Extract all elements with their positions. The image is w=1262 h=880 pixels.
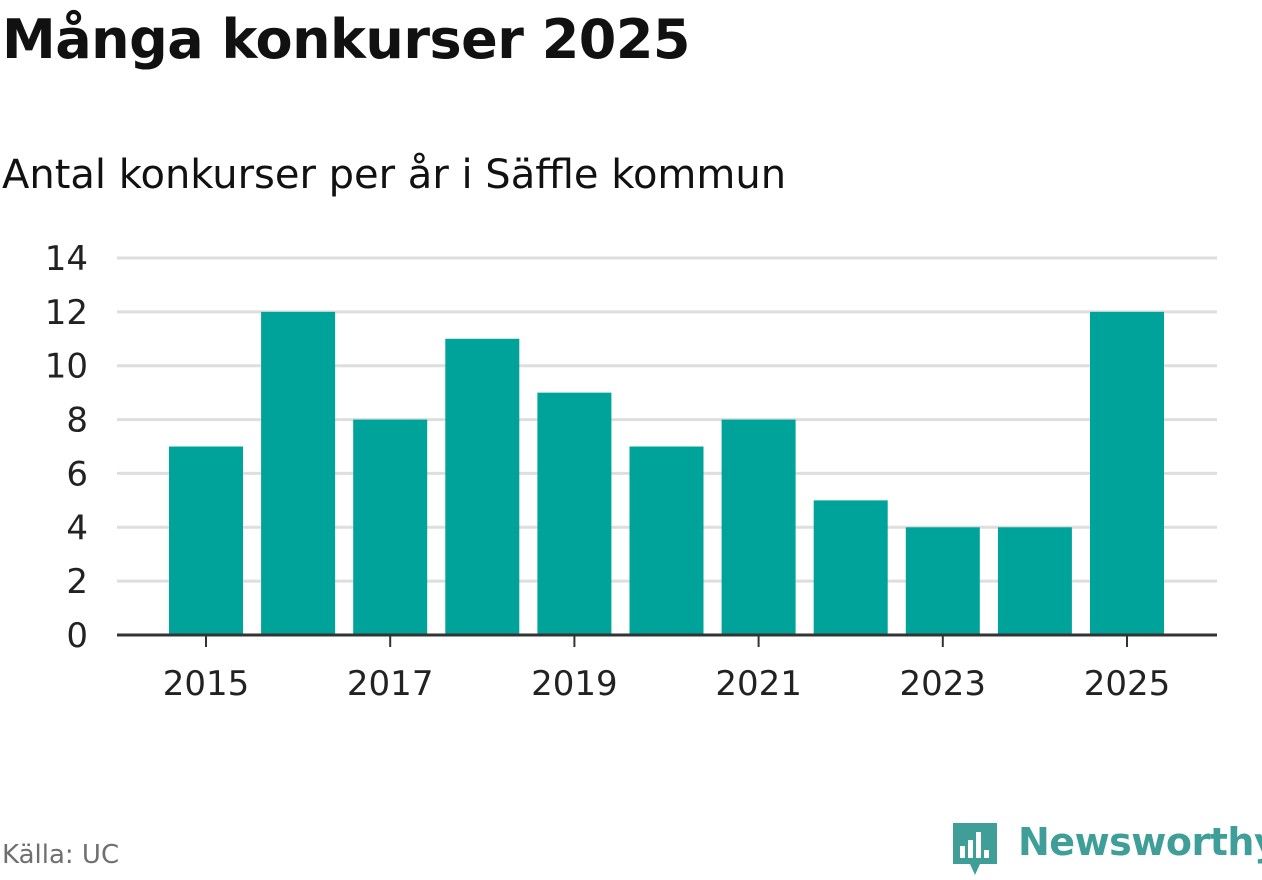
x-tick-label: 2021 bbox=[715, 664, 802, 704]
y-tick-label: 0 bbox=[66, 616, 88, 656]
brand-name: Newsworthy bbox=[1018, 820, 1262, 864]
x-tick-label: 2015 bbox=[163, 664, 250, 704]
bar-2019 bbox=[537, 392, 612, 635]
chart-subtitle: Antal konkurser per år i Säffle kommun bbox=[2, 152, 787, 198]
x-tick-label: 2019 bbox=[531, 664, 618, 704]
y-tick-label: 12 bbox=[45, 293, 88, 333]
bar-2025 bbox=[1090, 311, 1164, 635]
x-tick-label: 2023 bbox=[900, 664, 987, 704]
y-tick-label: 14 bbox=[45, 239, 88, 279]
bar-2024 bbox=[997, 527, 1072, 635]
bar-2021 bbox=[721, 419, 796, 635]
x-axis-ticks: 2015 2017 2019 2021 2023 2025 bbox=[163, 635, 1171, 704]
bar-2020 bbox=[629, 446, 704, 635]
bar-2022 bbox=[813, 500, 888, 635]
bar-2016 bbox=[261, 311, 336, 635]
x-tick-label: 2025 bbox=[1084, 664, 1171, 704]
y-tick-label: 10 bbox=[45, 347, 88, 387]
y-axis-ticks: 0 2 4 6 8 10 12 14 bbox=[45, 239, 88, 656]
bar-2015 bbox=[169, 446, 243, 635]
x-tick-label: 2017 bbox=[347, 664, 434, 704]
source-note: Källa: UC bbox=[2, 840, 120, 870]
bars bbox=[169, 311, 1164, 635]
bar-chart-speech-bubble-icon bbox=[953, 823, 997, 875]
chart-title: Många konkurser 2025 bbox=[2, 8, 691, 71]
y-tick-label: 2 bbox=[66, 562, 88, 602]
y-tick-label: 6 bbox=[66, 454, 88, 494]
bar-2017 bbox=[353, 419, 428, 635]
y-tick-label: 4 bbox=[66, 508, 88, 548]
bar-2023 bbox=[905, 527, 980, 635]
newsworthy-logo: Newsworthy bbox=[950, 818, 1262, 878]
bar-2018 bbox=[445, 338, 520, 635]
y-tick-label: 8 bbox=[66, 401, 88, 441]
